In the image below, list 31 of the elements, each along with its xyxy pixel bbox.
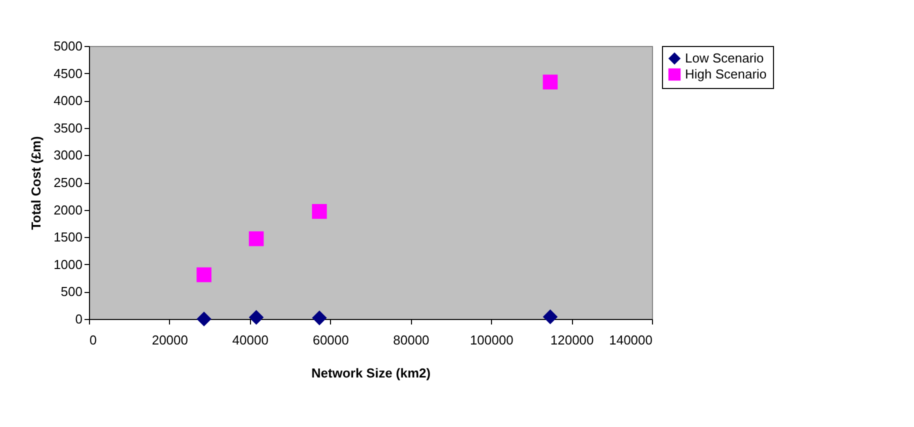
- y-tick-label: 2000: [54, 202, 82, 218]
- x-tick-label: 120000: [550, 332, 594, 348]
- point: [196, 267, 212, 282]
- y-tick-label: 5000: [54, 38, 82, 54]
- x-tick-label: 0: [90, 332, 97, 348]
- y-tick-label: 4000: [54, 93, 82, 108]
- y-tick-label: 500: [60, 284, 82, 300]
- y-tick-label: 1500: [54, 230, 82, 245]
- x-tick-label: 40000: [232, 332, 268, 348]
- point: [312, 204, 327, 219]
- point: [196, 312, 212, 326]
- y-tick-label: 2500: [54, 175, 82, 190]
- y-tick-label: 3500: [54, 120, 82, 136]
- point: [248, 231, 264, 246]
- y-tick-label: 3000: [54, 148, 82, 163]
- point: [542, 309, 558, 324]
- x-tick-label: 60000: [312, 332, 349, 348]
- legend-label: High Scenario: [685, 66, 767, 82]
- x-tick-label: 100000: [470, 332, 514, 348]
- point: [542, 74, 558, 90]
- point: [248, 310, 264, 325]
- x-tick-label: 20000: [152, 332, 188, 348]
- y-tick-label: 1000: [54, 256, 82, 272]
- y-axis-title: Total Cost (£m): [28, 136, 44, 230]
- y-tick-label: 0: [75, 312, 82, 326]
- legend-label: Low Scenario: [685, 50, 764, 66]
- x-tick-label: 140000: [609, 332, 652, 348]
- point: [312, 310, 327, 326]
- x-axis-title: Network Size (km2): [311, 366, 431, 380]
- x-tick-label: 80000: [393, 332, 430, 348]
- y-tick-label: 4500: [54, 66, 82, 81]
